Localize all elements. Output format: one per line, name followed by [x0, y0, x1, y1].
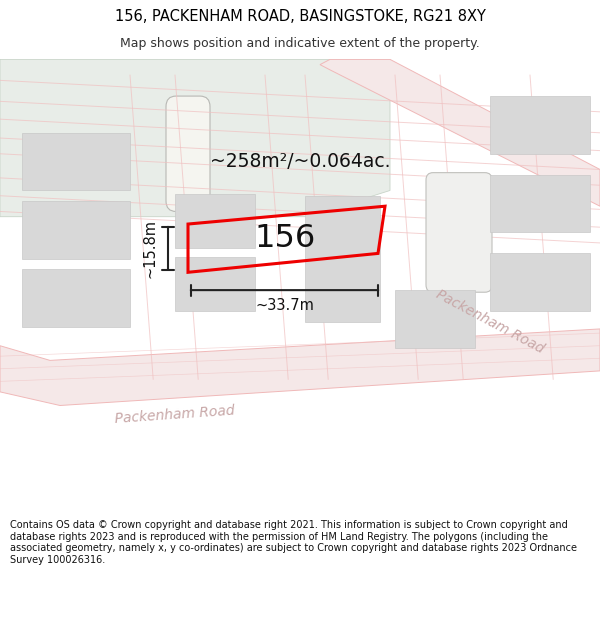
- Bar: [490, 96, 590, 154]
- Text: Map shows position and indicative extent of the property.: Map shows position and indicative extent…: [120, 38, 480, 51]
- Bar: [490, 175, 590, 232]
- Text: ~33.7m: ~33.7m: [255, 298, 314, 313]
- Text: Contains OS data © Crown copyright and database right 2021. This information is : Contains OS data © Crown copyright and d…: [10, 520, 577, 565]
- Bar: [175, 194, 255, 248]
- Text: ~15.8m: ~15.8m: [143, 219, 157, 278]
- Bar: [22, 269, 130, 327]
- Polygon shape: [320, 59, 600, 206]
- Bar: [175, 256, 255, 311]
- Bar: [490, 253, 590, 311]
- Bar: [22, 201, 130, 259]
- Text: Packenham Road: Packenham Road: [434, 287, 547, 356]
- Polygon shape: [0, 329, 600, 406]
- FancyBboxPatch shape: [426, 173, 492, 292]
- Text: Packenham Road: Packenham Road: [115, 404, 235, 426]
- FancyBboxPatch shape: [166, 96, 210, 211]
- Bar: [395, 290, 475, 348]
- Polygon shape: [0, 59, 390, 217]
- Text: 156: 156: [254, 224, 316, 254]
- Text: ~258m²/~0.064ac.: ~258m²/~0.064ac.: [210, 152, 390, 171]
- Bar: [22, 132, 130, 191]
- Bar: [305, 196, 380, 322]
- Text: 156, PACKENHAM ROAD, BASINGSTOKE, RG21 8XY: 156, PACKENHAM ROAD, BASINGSTOKE, RG21 8…: [115, 9, 485, 24]
